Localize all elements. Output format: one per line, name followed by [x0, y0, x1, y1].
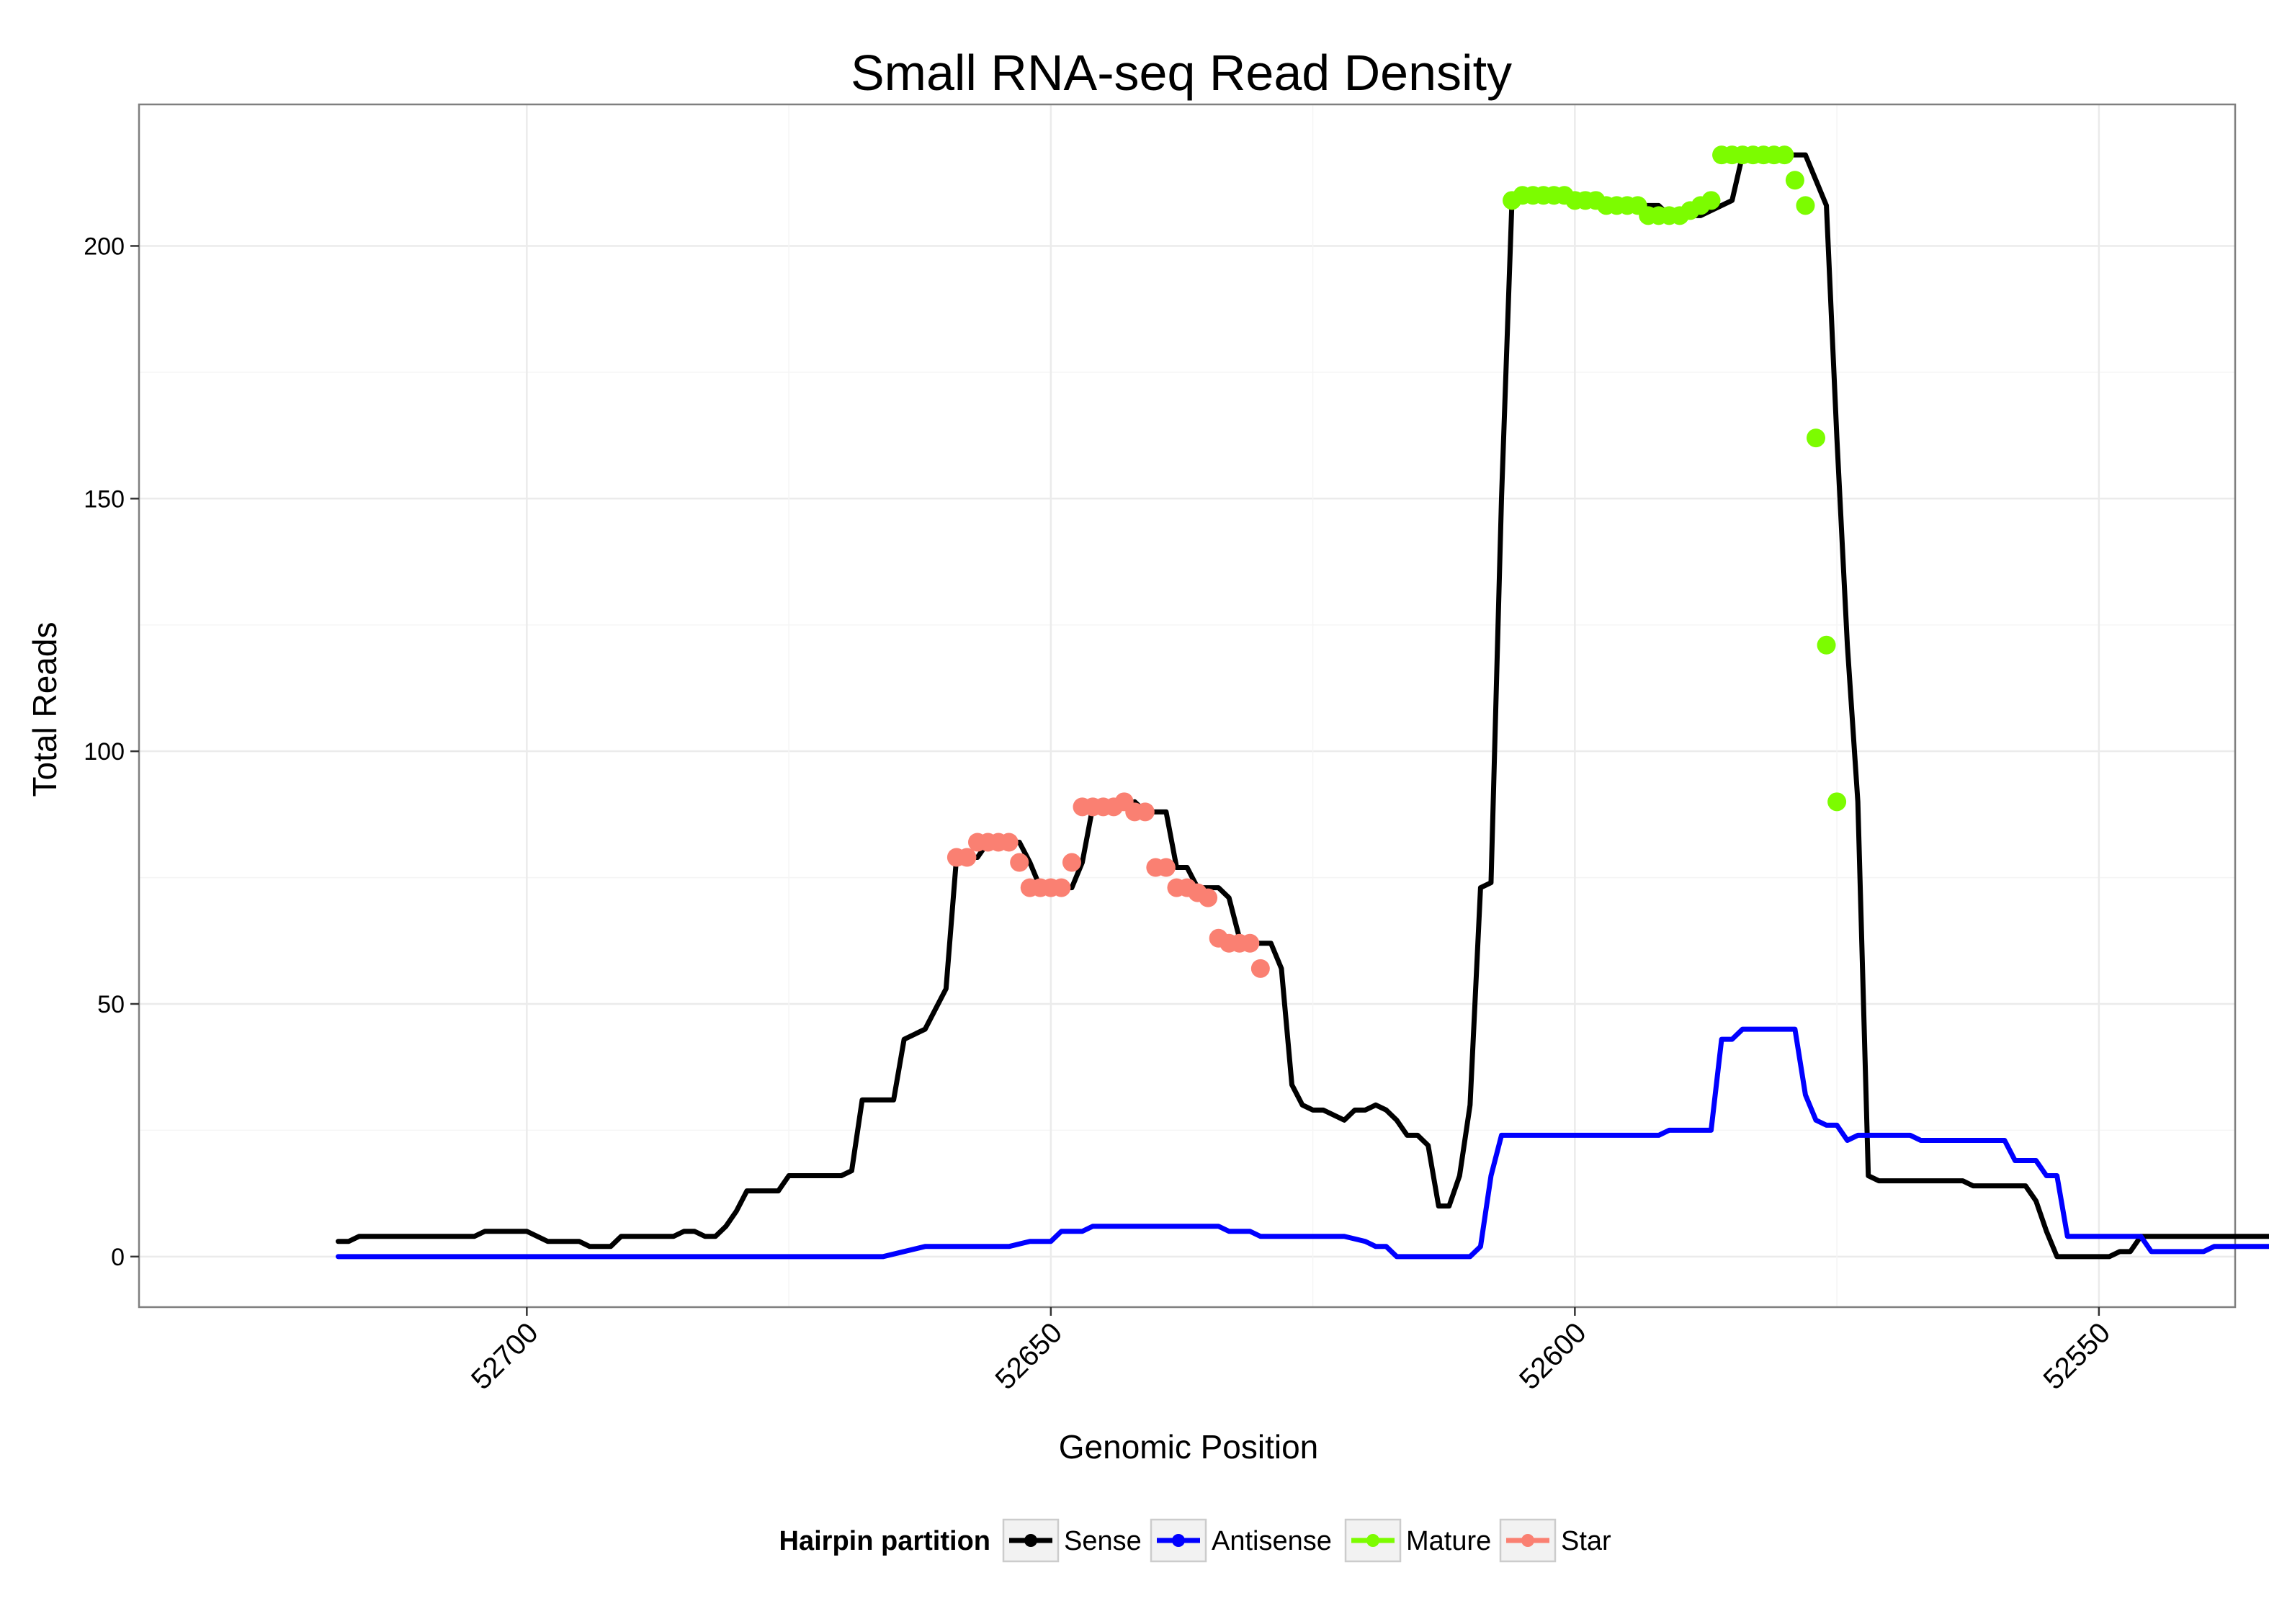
star-point — [1062, 853, 1081, 872]
legend-entry: Mature — [1344, 1518, 1491, 1563]
star-point — [999, 833, 1019, 852]
star-point — [1135, 802, 1155, 822]
legend-key-dot — [1366, 1534, 1379, 1547]
star-point — [1156, 858, 1176, 877]
star-point — [1199, 888, 1218, 907]
legend-label: Star — [1561, 1526, 1611, 1556]
y-tick-label: 200 — [84, 233, 125, 260]
x-axis-label: Genomic Position — [1059, 1428, 1319, 1466]
y-tick-label: 50 — [97, 991, 125, 1018]
mature-point — [1775, 145, 1794, 165]
legend-label: Antisense — [1212, 1526, 1332, 1556]
y-tick-label: 100 — [84, 738, 125, 766]
antisense-line — [335, 1026, 2269, 1260]
chart-title: Small RNA-seq Read Density — [851, 45, 1512, 101]
star-point — [957, 848, 977, 867]
star-point — [1250, 959, 1270, 978]
legend-label: Sense — [1064, 1526, 1142, 1556]
legend-key-dot — [1024, 1534, 1037, 1547]
series-layer — [335, 145, 2269, 1260]
y-axis-label: Total Reads — [26, 622, 63, 797]
legend-entries: Sense Antisense Mature Star — [1002, 1518, 1611, 1563]
legend-title: Hairpin partition — [779, 1526, 990, 1556]
star-point — [1240, 933, 1260, 953]
legend-label: Mature — [1406, 1526, 1491, 1556]
y-tick-label: 150 — [84, 485, 125, 513]
legend-entry: Sense — [1002, 1518, 1142, 1563]
star-point — [1010, 853, 1029, 872]
grid-layer — [139, 104, 2235, 1307]
legend-entry: Antisense — [1150, 1518, 1332, 1563]
mature-point — [1817, 635, 1836, 655]
plot-panel — [138, 103, 2237, 1309]
sense-line — [335, 152, 2269, 1260]
legend-key-dot — [1172, 1534, 1185, 1547]
mature-point — [1807, 429, 1825, 448]
legend-entry: Star — [1499, 1518, 1611, 1563]
y-axis: 0 50 100 150 200 — [84, 233, 139, 1271]
star-point — [1052, 878, 1071, 897]
mature-point — [1796, 196, 1815, 215]
legend: Hairpin partition Sense Antisense Mature St… — [779, 1518, 1611, 1563]
legend-key-dot — [1521, 1534, 1534, 1547]
mature-point — [1701, 191, 1721, 210]
mature-point — [1785, 171, 1804, 190]
mature-point — [1827, 792, 1847, 812]
y-tick-label: 0 — [111, 1244, 125, 1271]
